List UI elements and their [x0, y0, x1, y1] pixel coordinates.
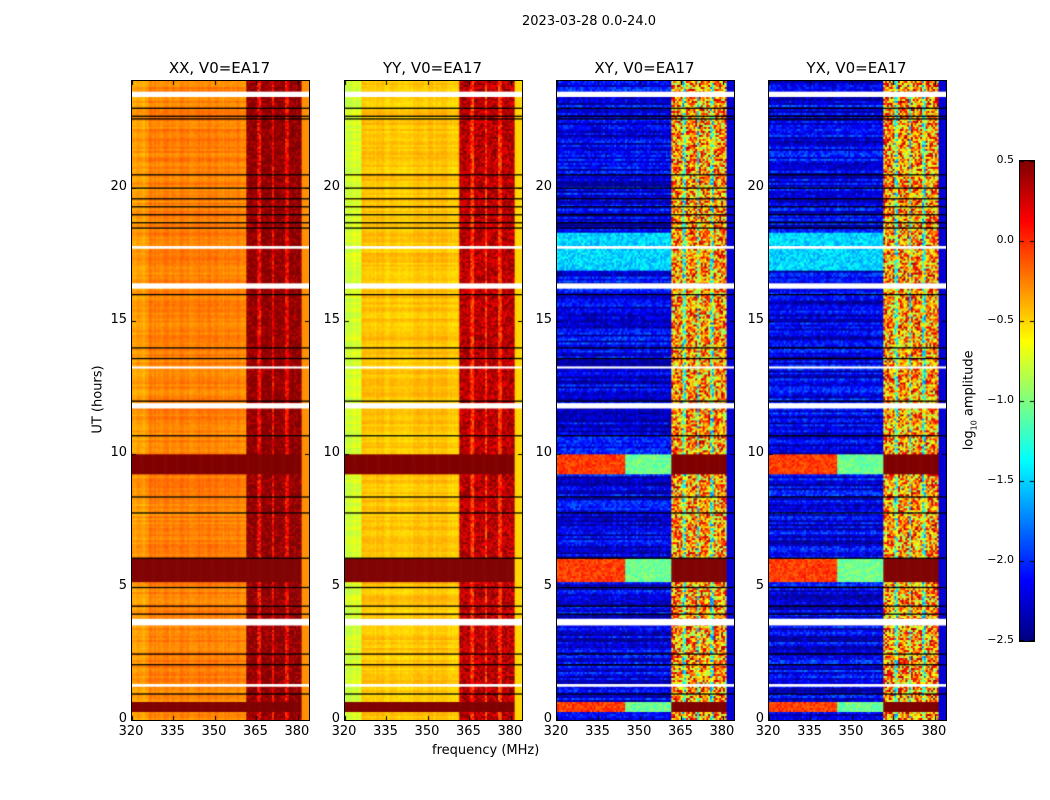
panel-title-xx: XX, V0=EA17	[168, 59, 271, 77]
x-tick-label: 350	[838, 724, 864, 739]
y-tick-label: 0	[755, 711, 764, 726]
colorbar-tick-label: 0.5	[996, 153, 1015, 166]
colorbar-label: log10 amplitude	[962, 330, 979, 470]
x-tick-label: 320	[331, 724, 357, 739]
x-tick-label: 365	[243, 724, 268, 739]
x-tick-label: 380	[709, 724, 735, 739]
colorbar-label-log: log	[961, 430, 977, 451]
y-tick-label: 10	[323, 444, 340, 460]
y-tick-label: 10	[110, 444, 127, 460]
y-tick-label: 5	[755, 577, 764, 593]
y-tick-label: 20	[110, 178, 127, 194]
x-tick-label: 365	[668, 724, 693, 739]
x-axis-label: frequency (MHz)	[432, 743, 540, 758]
colorbar-tick-label: −1.5	[987, 473, 1014, 486]
y-tick-label: 15	[535, 311, 552, 327]
heatmap-xx	[131, 80, 310, 721]
y-tick-label: 0	[118, 711, 127, 726]
x-tick-label: 335	[373, 724, 398, 739]
heatmap-yx	[768, 80, 947, 721]
y-tick-label: 0	[331, 711, 340, 726]
x-tick-label: 380	[921, 724, 947, 739]
colorbar-label-rest: amplitude	[961, 350, 977, 421]
x-tick-label: 350	[414, 724, 440, 739]
y-tick-label: 10	[535, 444, 552, 460]
colorbar-tick-label: −1.0	[987, 393, 1014, 406]
heatmap-yy	[344, 80, 523, 721]
y-tick-label: 5	[331, 577, 340, 593]
x-tick-label: 365	[880, 724, 905, 739]
x-tick-label: 320	[755, 724, 781, 739]
figure-title: 2023-03-28 0.0-24.0	[522, 14, 656, 29]
colorbar	[1019, 160, 1035, 642]
x-tick-label: 320	[118, 724, 144, 739]
panel-title-yx: YX, V0=EA17	[806, 59, 907, 77]
x-tick-label: 335	[585, 724, 610, 739]
colorbar-tick-label: 0.0	[996, 233, 1015, 246]
y-tick-label: 20	[535, 178, 552, 194]
x-tick-label: 335	[797, 724, 822, 739]
y-tick-label: 0	[543, 711, 552, 726]
panel-title-xy: XY, V0=EA17	[594, 59, 695, 77]
y-tick-label: 20	[747, 178, 764, 194]
y-tick-label: 20	[323, 178, 340, 194]
y-tick-label: 10	[747, 444, 764, 460]
y-tick-label: 15	[110, 311, 127, 327]
colorbar-tick-label: −2.0	[987, 553, 1014, 566]
y-tick-label: 15	[747, 311, 764, 327]
colorbar-label-sub: 10	[969, 420, 979, 431]
y-tick-label: 5	[118, 577, 127, 593]
heatmap-xy	[556, 80, 735, 721]
x-tick-label: 335	[160, 724, 185, 739]
x-tick-label: 350	[626, 724, 652, 739]
x-tick-label: 365	[456, 724, 481, 739]
colorbar-tick-label: −0.5	[987, 313, 1014, 326]
panel-title-yy: YY, V0=EA17	[382, 59, 483, 77]
x-tick-label: 350	[201, 724, 227, 739]
y-tick-label: 5	[543, 577, 552, 593]
x-tick-label: 380	[497, 724, 523, 739]
x-tick-label: 320	[543, 724, 569, 739]
colorbar-tick-label: −2.5	[987, 633, 1014, 646]
y-tick-label: 15	[323, 311, 340, 327]
y-axis-label: UT (hours)	[90, 365, 106, 434]
x-tick-label: 380	[284, 724, 310, 739]
